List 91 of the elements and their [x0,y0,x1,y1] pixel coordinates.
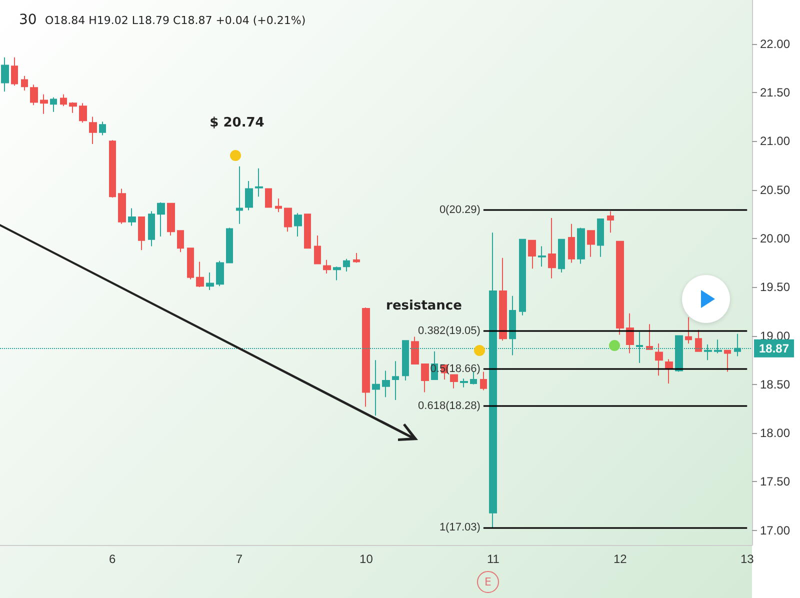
candlestick [685,316,692,344]
annotation: $ 20.74 [210,116,264,130]
candlestick [236,166,243,224]
y-tick-label: 18.00 [760,426,790,440]
y-tick-label: 20.50 [760,182,790,197]
candlestick [50,96,57,112]
y-tick-label: 18.50 [760,377,790,392]
candlestick [548,218,556,279]
ref-line-label: 18.87 [759,341,790,356]
candlestick [343,258,350,272]
x-tick-label: 11 [486,552,500,566]
ref-line-label: 1(17.03) [439,521,480,534]
y-tick-label: 17.50 [760,474,790,489]
candlestick [69,102,77,114]
candlestick [519,238,526,316]
candlestick [40,94,48,114]
candlestick [157,202,165,237]
y-tick-label: 20.00 [760,231,790,246]
y-tick-label: 17.00 [760,523,790,538]
candlestick [275,198,282,213]
candlestick [304,214,311,249]
candlestick [60,94,67,107]
candlestick [245,180,253,211]
candlestick [460,378,468,388]
candlestick [177,230,184,253]
candlestick [109,140,116,198]
y-tick-label: 22.00 [760,36,790,51]
x-tick-label: 10 [360,552,374,566]
candlestick [148,210,155,247]
candlestick [353,252,360,264]
candlestick [138,216,145,251]
candlestick [128,208,136,226]
candlestick [558,238,565,273]
candlestick [284,208,292,232]
candlestick [655,343,663,376]
y-tick-label: 19.50 [760,280,790,294]
candlestick [89,116,97,145]
candlestick [314,235,321,264]
candlestick [294,212,302,237]
candlestick [255,168,263,198]
candlestick [226,227,233,264]
x-tick-label: 12 [613,552,628,566]
candlestick [99,121,106,136]
candlestick [597,218,604,258]
candlestick [265,188,272,208]
candlestick [616,240,624,336]
candlestick [568,223,575,264]
candlestick [79,102,87,124]
candlestick [577,227,585,264]
candlestick [646,324,653,350]
candlestick [480,371,487,391]
ref-line-label: 0.618(18.28) [418,400,480,412]
text: 30 [19,12,37,28]
candlestick [372,360,380,416]
candlestick [450,374,458,389]
y-tick-label: 21.00 [760,134,790,148]
ref-line-label: 0.382(19.05) [418,324,480,337]
candlestick [1,56,9,92]
candlestick [196,261,204,288]
candlestick [382,370,390,398]
candlestick [206,272,214,291]
candlestick [30,84,38,106]
candlestick [392,360,399,400]
candlestick [528,240,536,270]
candlestick [216,260,224,287]
candlestick [538,246,546,268]
candlestick [665,358,673,384]
candlestick [499,257,507,342]
candlestick [626,312,634,354]
candlestick [724,350,731,372]
candlestick [587,230,595,258]
candlestick [323,259,331,274]
annotation: resistance [386,298,462,314]
text: O18.84 H19.02 L18.79 C18.87 +0.04 (+0.21%) [45,14,306,27]
candlestick [695,329,702,352]
candlestick [187,248,194,280]
candlestick [21,75,28,92]
candlestick [362,307,370,408]
x-tick-label: 6 [108,552,116,566]
candlestick [411,336,419,364]
x-tick-label: 7 [236,552,243,566]
candlestick [607,210,614,234]
y-tick-label: 21.50 [760,85,790,100]
candlestick [11,56,18,86]
candlestick [333,266,341,281]
ref-line-label: 0(20.29) [439,204,480,216]
candlestick [118,188,126,224]
candlestick [421,363,429,393]
x-tick-label: 13 [740,552,754,566]
candlestick [167,202,175,236]
text: E [484,576,492,588]
